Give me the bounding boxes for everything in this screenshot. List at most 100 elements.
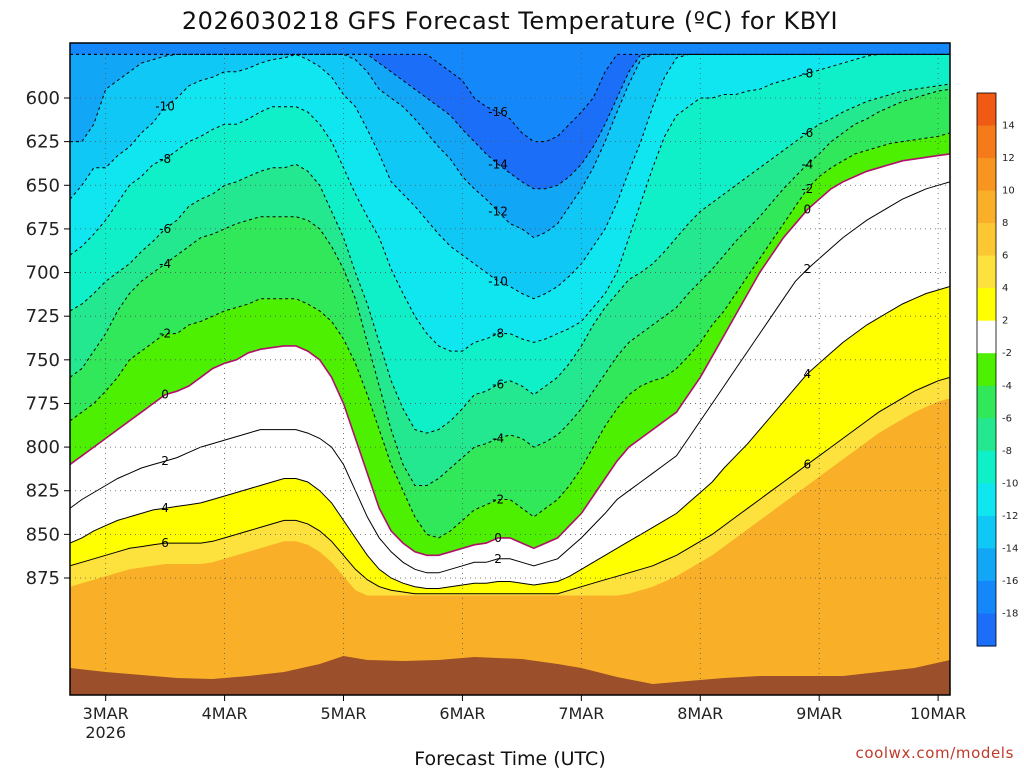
isotherm-4 [70, 286, 950, 589]
contour-label: -8 [492, 327, 504, 341]
plot-frame [69, 42, 951, 696]
colorbar-swatch [977, 613, 996, 647]
contour-label: -8 [159, 152, 171, 166]
credit-link[interactable]: coolwx.com/models [856, 744, 1015, 762]
contour-label: -16 [488, 105, 508, 119]
contour-label: -14 [488, 157, 508, 171]
contour-label: 0 [161, 388, 169, 402]
colorbar-swatch [977, 190, 996, 224]
contour-label: 6 [803, 458, 811, 472]
colorbar-label: -16 [1002, 576, 1018, 587]
colorbar-label: 6 [1002, 251, 1008, 262]
colorbar-label: -2 [1002, 348, 1012, 359]
y-axis: 600 625 650 675 700 725 750 775 800 825 850 875 [26, 88, 70, 589]
colorbar-swatch [977, 320, 996, 354]
contour-label: -4 [159, 257, 171, 271]
colorbar-label: 2 [1002, 316, 1008, 327]
colorbar-label: -8 [1002, 446, 1012, 457]
y-tick-label: 725 [26, 306, 60, 327]
colorbar: 14 12 10 8 6 4 2 -2 -4 -6 -8 -10 -12 -14 -16 -18 [976, 92, 1018, 647]
isotherm--14 [70, 53, 950, 190]
isotherm--2 [70, 132, 950, 539]
contour-label: -4 [492, 431, 504, 445]
y-tick-label: 650 [26, 175, 60, 196]
y-tick-label: 825 [26, 481, 60, 502]
y-tick-label: 775 [26, 393, 60, 414]
contour-label: -4 [801, 157, 813, 171]
colorbar-label: -18 [1002, 608, 1018, 619]
contour-label: -2 [492, 493, 504, 507]
x-tick-label: 10MAR [910, 704, 966, 723]
y-tick-label: 800 [26, 437, 60, 458]
x-tick-sublabel: 2026 [85, 723, 126, 742]
colorbar-label: 8 [1002, 218, 1008, 229]
contour-label: -6 [801, 126, 813, 140]
colorbar-swatch [977, 223, 996, 257]
colorbar-label: 12 [1002, 153, 1015, 164]
contour-label: -12 [488, 205, 508, 219]
colorbar-label: -10 [1002, 478, 1018, 489]
colorbar-swatch [977, 353, 996, 387]
y-tick-label: 700 [26, 263, 60, 284]
colorbar-swatch [977, 548, 996, 582]
colorbar-label: 4 [1002, 283, 1008, 294]
colorbar-swatch [977, 125, 996, 159]
isotherm--4 [70, 88, 950, 486]
colorbar-label: 10 [1002, 186, 1015, 197]
colorbar-swatch [977, 418, 996, 452]
x-tick-label: 5MAR [320, 704, 366, 723]
chart-title: 2026030218 GFS Forecast Temperature (ºC)… [182, 7, 838, 35]
isotherm--10 [70, 53, 950, 300]
band-warmer-than-8 [70, 398, 950, 695]
colorbar-swatch [977, 158, 996, 192]
contour-label: -6 [492, 377, 504, 391]
contour-label: 4 [161, 501, 169, 515]
colorbar-frame [976, 92, 997, 647]
colorbar-swatch [977, 255, 996, 289]
colorbar-label: -14 [1002, 543, 1018, 554]
contour-label: 0 [803, 203, 811, 217]
y-tick-label: 750 [26, 350, 60, 371]
colorbar-swatch [977, 93, 996, 127]
y-tick-label: 875 [26, 568, 60, 589]
contour-label: 2 [803, 262, 811, 276]
colorbar-label: -6 [1002, 413, 1012, 424]
x-tick-label: 4MAR [202, 704, 248, 723]
contour-label: -2 [159, 327, 171, 341]
contour-label: -10 [155, 100, 175, 114]
contour-label: 6 [161, 536, 169, 550]
x-tick-label: 8MAR [677, 704, 723, 723]
colorbar-swatch [977, 483, 996, 517]
contour-label: 4 [803, 367, 811, 381]
colorbar-swatch [977, 515, 996, 549]
colorbar-swatch [977, 580, 996, 614]
x-axis-label: Forecast Time (UTC) [414, 748, 605, 768]
terrain-ground [70, 656, 950, 695]
gridlines [70, 43, 950, 695]
y-tick-label: 675 [26, 219, 60, 240]
contour-label: -2 [801, 182, 813, 196]
contour-label: -8 [801, 67, 813, 81]
terrain-fill [70, 656, 950, 695]
x-tick-label: 7MAR [558, 704, 604, 723]
x-tick-label: 9MAR [796, 704, 842, 723]
x-tick-label: 3MAR [83, 704, 129, 723]
contour-label: -10 [488, 274, 508, 288]
isotherm-6 [70, 376, 950, 595]
contour-label: 2 [494, 552, 502, 566]
colorbar-label: -4 [1002, 381, 1012, 392]
y-tick-label: 850 [26, 524, 60, 545]
isotherm-2 [70, 181, 950, 574]
colorbar-swatch [977, 288, 996, 322]
contour-label: 2 [161, 454, 169, 468]
x-tick-label: 6MAR [439, 704, 485, 723]
colorbar-swatch [977, 450, 996, 484]
isotherm-0 [70, 153, 950, 557]
y-tick-label: 625 [26, 132, 60, 153]
temperature-bands [70, 43, 950, 695]
isotherm--6 [70, 83, 950, 434]
contour-label: 0 [494, 531, 502, 545]
y-tick-label: 600 [26, 88, 60, 109]
